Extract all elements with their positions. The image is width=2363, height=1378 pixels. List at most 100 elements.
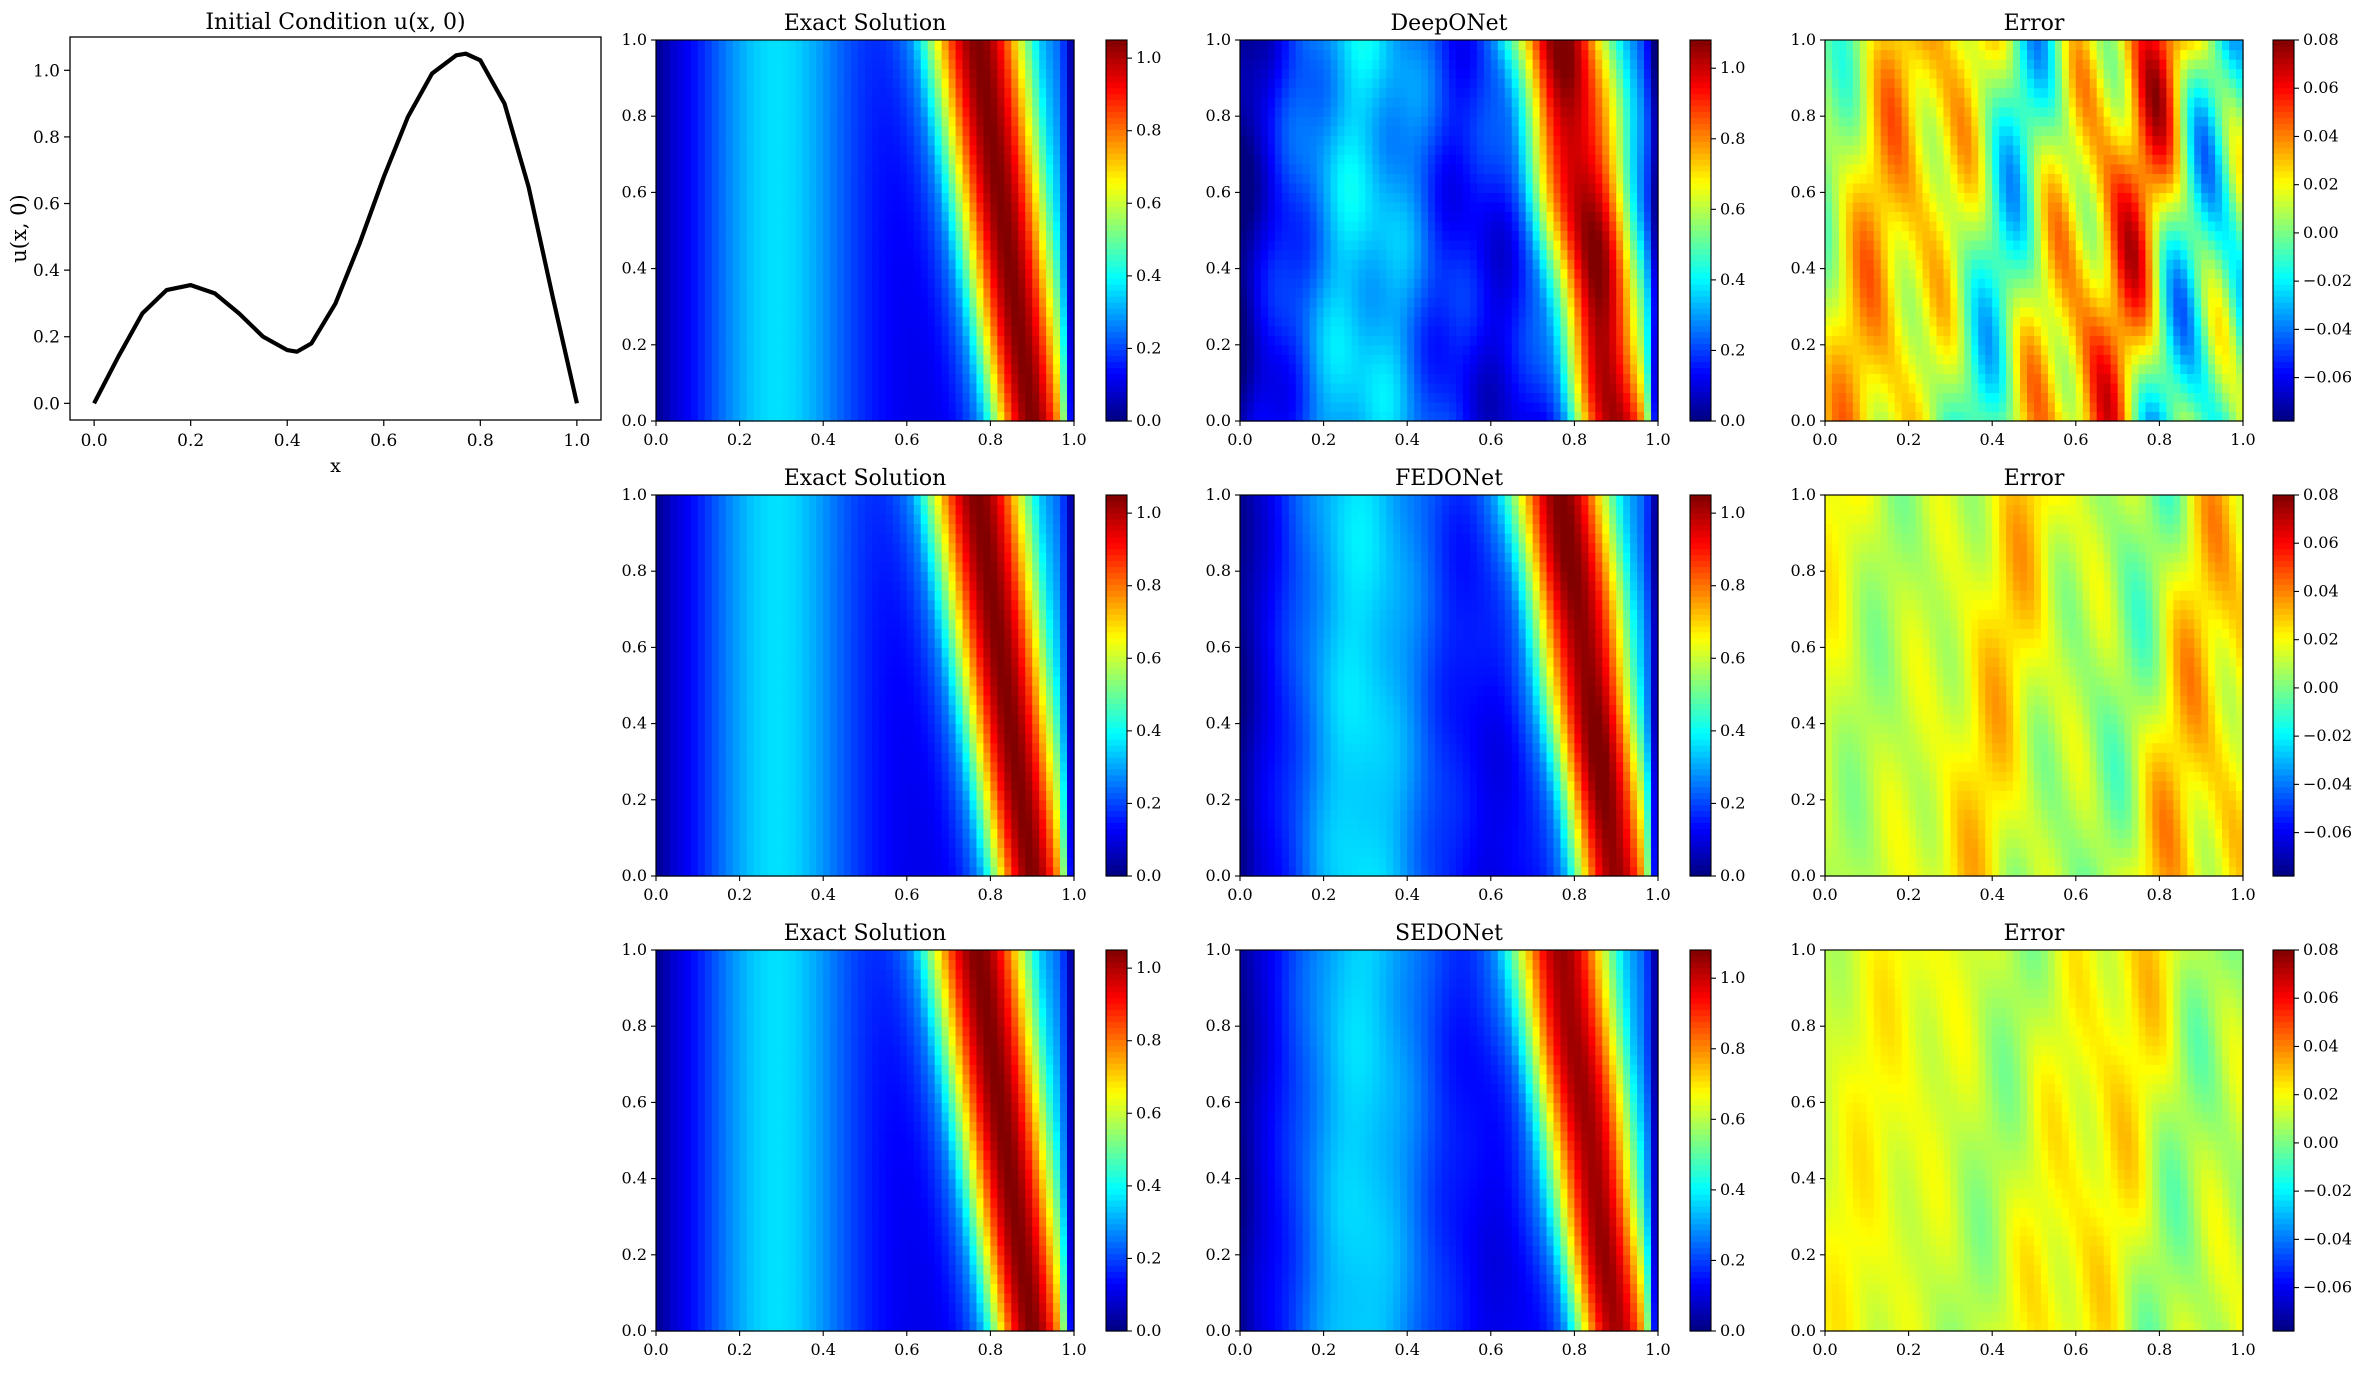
heatmap-cell [1637, 202, 1645, 212]
heatmap-cell [698, 69, 706, 79]
heatmap-cell [1400, 164, 1408, 174]
heatmap-cell [1435, 250, 1443, 260]
heatmap-cell [942, 221, 950, 231]
heatmap-cell [1519, 383, 1527, 393]
heatmap-cell [1386, 78, 1394, 88]
heatmap-cell [1247, 297, 1255, 307]
heatmap-cell [851, 269, 859, 279]
heatmap-cell [1345, 402, 1353, 412]
heatmap-cell [900, 345, 908, 355]
heatmap-cell [712, 116, 720, 126]
heatmap-cell [788, 269, 796, 279]
heatmap-cell [1470, 326, 1478, 336]
heatmap-cell [997, 97, 1005, 107]
heatmap-cell [1630, 78, 1638, 88]
heatmap-cell [914, 364, 922, 374]
heatmap-cell [767, 59, 775, 69]
heatmap-cell [1338, 78, 1346, 88]
heatmap-cell [976, 278, 984, 288]
heatmap-cell [956, 364, 964, 374]
heatmap-cell [1602, 307, 1610, 317]
heatmap-cell [670, 192, 678, 202]
heatmap-cell [1616, 40, 1624, 50]
heatmap-cell [1477, 173, 1485, 183]
heatmap-cell [942, 107, 950, 117]
heatmap-cell [1351, 202, 1359, 212]
colorbar-step [1106, 272, 1127, 279]
heatmap-cell [1463, 116, 1471, 126]
heatmap-cell [1247, 288, 1255, 298]
heatmap-cell [879, 221, 887, 231]
colorbar-step [1106, 70, 1127, 77]
heatmap-cell [1533, 154, 1541, 164]
heatmap-cell [907, 135, 915, 145]
heatmap-cell [1498, 402, 1506, 412]
heatmap-cell [663, 211, 671, 221]
heatmap-cell [795, 116, 803, 126]
heatmap-cell [1393, 269, 1401, 279]
heatmap-cell [956, 250, 964, 260]
heatmap-cell [712, 316, 720, 326]
heatmap-cell [747, 392, 755, 402]
heatmap-cell [1317, 192, 1325, 202]
heatmap-cell [1247, 116, 1255, 126]
heatmap-cell [921, 307, 929, 317]
heatmap-cell [712, 78, 720, 88]
heatmap-cell [1379, 335, 1387, 345]
heatmap-cell [1386, 145, 1394, 155]
heatmap-cell [1588, 221, 1596, 231]
heatmap-cell [1282, 164, 1290, 174]
heatmap-cell [733, 240, 741, 250]
heatmap-cell [1602, 411, 1610, 421]
heatmap-cell [921, 326, 929, 336]
heatmap-cell [1463, 307, 1471, 317]
heatmap-cell [1428, 392, 1436, 402]
heatmap-cell [1365, 59, 1373, 69]
heatmap-cell [1018, 69, 1026, 79]
heatmap-cell [1268, 297, 1276, 307]
heatmap-cell [802, 59, 810, 69]
heatmap-cell [1463, 297, 1471, 307]
heatmap-cell [1247, 183, 1255, 193]
heatmap-cell [851, 183, 859, 193]
heatmap-cell [830, 269, 838, 279]
heatmap-cell [740, 402, 748, 412]
heatmap-cell [1393, 135, 1401, 145]
heatmap-cell [1282, 50, 1290, 60]
heatmap-cell [1358, 307, 1366, 317]
heatmap-cell [1630, 335, 1638, 345]
heatmap-cell [1317, 392, 1325, 402]
heatmap-cell [816, 345, 824, 355]
heatmap-cell [956, 173, 964, 183]
heatmap-cell [1039, 278, 1047, 288]
heatmap-cell [1442, 345, 1450, 355]
heatmap-cell [1623, 402, 1631, 412]
heatmap-cell [1400, 307, 1408, 317]
heatmap-cell [1261, 278, 1269, 288]
heatmap-cell [1338, 411, 1346, 421]
heatmap-cell [1526, 173, 1534, 183]
heatmap-cell [956, 78, 964, 88]
heatmap-cell [733, 297, 741, 307]
heatmap-cell [1331, 183, 1339, 193]
heatmap-cell [1331, 307, 1339, 317]
heatmap-cell [691, 364, 699, 374]
heatmap-cell [1039, 69, 1047, 79]
heatmap-cell [1268, 335, 1276, 345]
heatmap-cell [1477, 259, 1485, 269]
heatmap-cell [983, 326, 991, 336]
heatmap-cell [970, 307, 978, 317]
heatmap-cell [1310, 50, 1318, 60]
heatmap-cell [990, 335, 998, 345]
heatmap-cell [1581, 40, 1589, 50]
heatmap-cell [705, 173, 713, 183]
heatmap-cell [1533, 173, 1541, 183]
heatmap-cell [719, 211, 727, 221]
heatmap-cell [1560, 269, 1568, 279]
heatmap-cell [997, 250, 1005, 260]
heatmap-cell [1435, 259, 1443, 269]
heatmap-cell [907, 326, 915, 336]
heatmap-cell [1609, 50, 1617, 60]
heatmap-cell [970, 383, 978, 393]
heatmap-cell [1428, 373, 1436, 383]
